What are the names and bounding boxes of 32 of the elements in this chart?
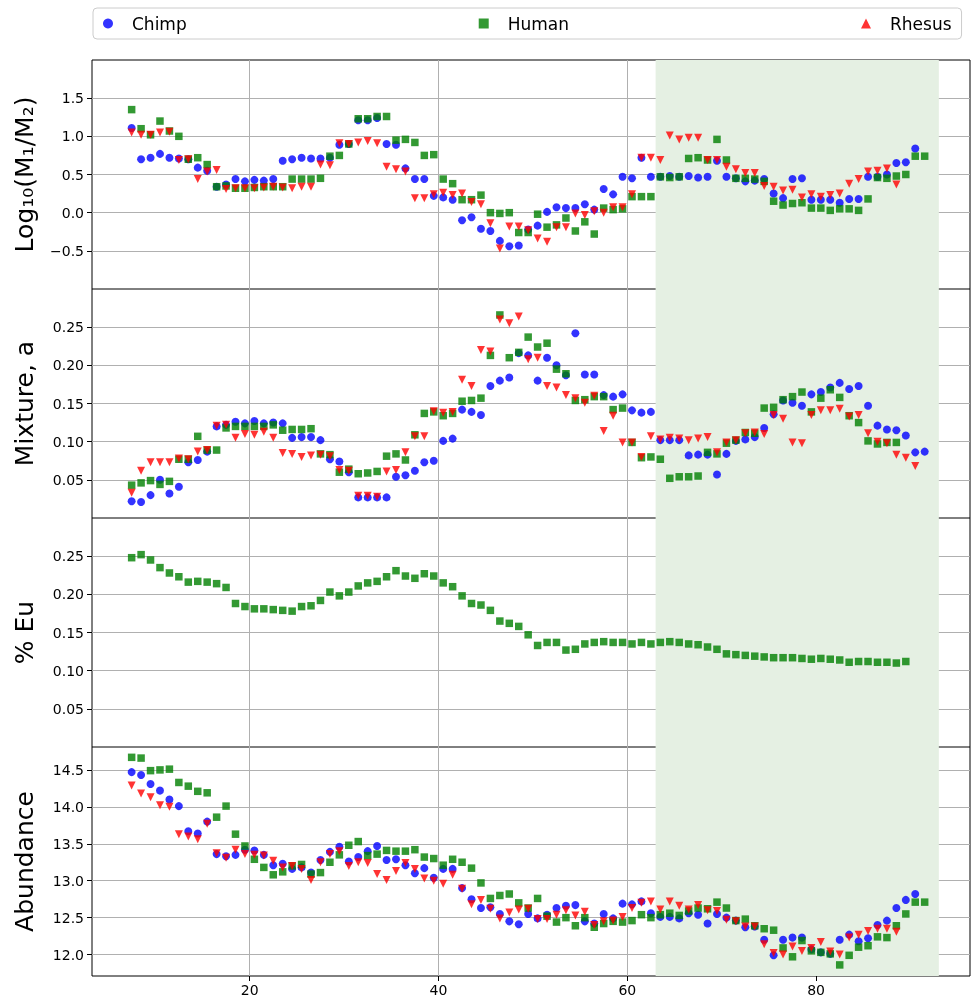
y-tick-label: 0.0 <box>61 204 84 221</box>
y-tick-label: 0.25 <box>52 548 84 565</box>
y-tick-label: 0.05 <box>52 700 84 717</box>
y-tick-label: 0.25 <box>52 319 84 336</box>
y-tick-label: 1.5 <box>61 90 84 107</box>
legend-label: Chimp <box>132 13 187 34</box>
legend-label: Human <box>507 13 570 34</box>
y-tick-label: 0.5 <box>61 166 84 183</box>
y-tick-label: −0.5 <box>50 242 84 259</box>
x-tick-label: 80 <box>807 982 826 998</box>
legend-label: Rhesus <box>890 13 952 34</box>
x-tick-label: 60 <box>618 982 637 998</box>
y-tick-label: 0.15 <box>52 624 84 641</box>
y-axis-title: Mixture, a <box>10 340 39 467</box>
y-tick-label: 0.10 <box>52 662 84 679</box>
x-tick-label: 40 <box>429 982 448 998</box>
y-axis-title: Log₁₀(M₁/M₂) <box>10 96 39 253</box>
y-tick-label: 14.5 <box>52 761 84 778</box>
y-tick-label: 14.0 <box>52 798 84 815</box>
y-tick-label: 12.5 <box>52 909 84 926</box>
y-tick-label: 0.10 <box>52 433 84 450</box>
y-axis-title: Abundance <box>10 791 39 932</box>
y-tick-label: 0.20 <box>52 357 84 374</box>
y-tick-label: 12.0 <box>52 946 84 963</box>
y-axis-title: % Eu <box>10 600 39 665</box>
y-tick-label: 13.0 <box>52 872 84 889</box>
y-tick-label: 0.05 <box>52 471 84 488</box>
y-tick-label: 13.5 <box>52 835 84 852</box>
y-tick-label: 0.20 <box>52 586 84 603</box>
x-tick-label: 20 <box>240 982 259 998</box>
y-tick-label: 0.15 <box>52 395 84 412</box>
y-tick-label: 1.0 <box>61 128 84 145</box>
